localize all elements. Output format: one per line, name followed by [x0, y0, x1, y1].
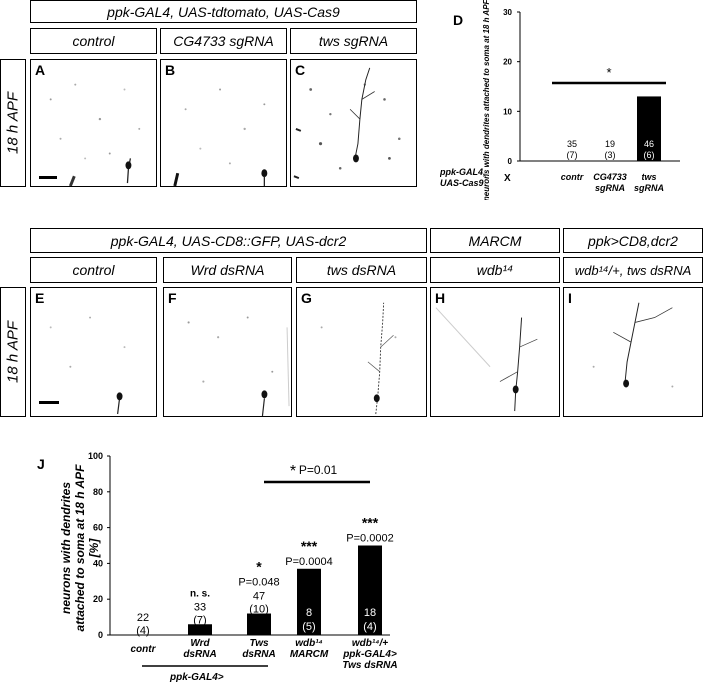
neuron-micrograph-I: [592, 302, 674, 388]
chart-J-n-neurons: 47: [253, 591, 265, 603]
chart-J-ytick-label: 60: [93, 523, 103, 533]
chart-J-n-animals: (7): [193, 614, 206, 626]
chart-D-significance-star: *: [606, 65, 611, 80]
chart-J-significance: *: [256, 559, 262, 575]
condition-label-wdb14: wdb¹⁴: [430, 257, 560, 283]
chart-D-bar: [637, 96, 661, 161]
chart-J-comparison-p: P=0.01: [299, 463, 338, 477]
chart-J-category-label: wdb¹⁴ MARCM: [290, 638, 329, 660]
panel-label-C: C: [295, 62, 306, 78]
neuron-micrograph-F: [187, 316, 290, 416]
panel-label-H: H: [435, 290, 446, 306]
chart-D-category-label: contr: [561, 172, 584, 182]
image-panel-C: C: [290, 59, 417, 187]
chart-J-ytick-label: 80: [93, 487, 103, 497]
panel-label-J: J: [37, 456, 45, 472]
chart-D-ytick-label: 30: [503, 8, 512, 17]
chart-J-n-animals: (4): [363, 621, 376, 633]
neuron-micrograph-H: [435, 307, 538, 412]
panel-label-E: E: [35, 290, 45, 306]
chart-J-ylabel: neurons with dendritesattached to soma a…: [59, 464, 101, 632]
chart-J-p-value: P=0.048: [238, 577, 279, 589]
chart-D-n-neurons: 19: [605, 139, 615, 149]
condition-label-control: control: [30, 28, 157, 54]
chart-J-bar: [297, 568, 321, 635]
chart-J-n-animals: (10): [249, 604, 269, 616]
chart-J-significance: ***: [301, 538, 318, 554]
chart-J-n-neurons: 18: [364, 607, 376, 619]
chart-J-bar: [358, 545, 382, 635]
chart-J-category-label: Wrd dsRNA: [183, 638, 216, 660]
chart-J-n-neurons: 33: [194, 601, 206, 613]
chart-J-category-label: wdb¹⁴/+ ppk-GAL4> Tws dsRNA: [342, 638, 397, 671]
chart-J-ytick-label: 0: [98, 630, 103, 640]
panel-label-F: F: [168, 290, 177, 306]
chart-D-n-animals: (6): [644, 150, 655, 160]
neuron-micrograph-G: [320, 302, 397, 415]
neuron-micrograph-B: [173, 88, 268, 186]
chart-D-cross: X: [504, 173, 511, 184]
chart-D-n-neurons: 35: [567, 139, 577, 149]
chart-J-bar: [188, 624, 212, 635]
chart-J-significance: n. s.: [190, 588, 210, 599]
chart-J-bar: [247, 613, 271, 635]
condition-label-tws-sgrna: tws sgRNA: [290, 28, 417, 54]
chart-D-n-neurons: 46: [644, 139, 654, 149]
chart-D-genotype-label: ppk-GAL4, UAS-Cas9: [440, 167, 486, 188]
panel-label-G: G: [301, 290, 312, 306]
chart-J-category-label: Tws dsRNA: [242, 638, 275, 660]
chart-J-n-animals: (5): [302, 621, 315, 633]
condition-label-wdb14-tws: wdb¹⁴/+, tws dsRNA: [563, 257, 703, 283]
top-genotype-header: ppk-GAL4, UAS-tdtomato, UAS-Cas9: [30, 0, 417, 23]
chart-J-category-label: contr: [131, 644, 157, 655]
image-panel-E: E: [30, 287, 157, 417]
chart-J-n-animals: (4): [136, 625, 149, 637]
chart-D-n-animals: (3): [605, 150, 616, 160]
image-panel-I: I: [563, 287, 703, 417]
chart-J-p-value: P=0.0004: [285, 556, 332, 568]
chart-D-ytick-label: 0: [508, 157, 513, 166]
condition-label-cg4733: CG4733 sgRNA: [160, 28, 287, 54]
scale-bar-middle: [39, 401, 59, 404]
chart-D-category-label: tws sgRNA: [634, 172, 664, 193]
middle-time-label: 18 h APF: [0, 287, 26, 417]
condition-label-wrd-dsrna: Wrd dsRNA: [163, 257, 292, 283]
top-time-label: 18 h APF: [0, 59, 26, 187]
chart-J-group-label: ppk-GAL4>: [169, 672, 224, 683]
chart-D-ytick-label: 10: [503, 107, 512, 116]
chart-J-n-neurons: 8: [306, 607, 312, 619]
image-panel-G: G: [296, 287, 427, 417]
image-panel-F: F: [163, 287, 292, 417]
panel-label-D: D: [453, 12, 464, 28]
image-panel-H: H: [430, 287, 560, 417]
chart-D-ylabel: neurons with dendrites attached to soma …: [482, 0, 491, 200]
chart-J-significance: ***: [362, 515, 379, 531]
condition-label-tws-dsrna: tws dsRNA: [296, 257, 427, 283]
neuron-micrograph-C: [293, 67, 401, 180]
panel-label-B: B: [165, 62, 176, 78]
panel-label-A: A: [35, 62, 46, 78]
chart-J-p-value: P=0.0002: [346, 533, 393, 545]
panel-label-I: I: [568, 290, 572, 306]
image-panel-B: B: [160, 59, 287, 187]
chart-J-n-neurons: 22: [137, 612, 149, 624]
neuron-micrograph-A: [49, 83, 141, 186]
middle-genotype-header: ppk-GAL4, UAS-CD8::GFP, UAS-dcr2: [30, 228, 427, 253]
scale-bar-top: [39, 176, 57, 179]
chart-D-ytick-label: 20: [503, 58, 512, 67]
chart-D-n-animals: (7): [567, 150, 578, 160]
image-panel-A: A: [30, 59, 157, 187]
chart-J-ytick-label: 100: [88, 451, 103, 461]
chart-J: neurons with dendritesattached to soma a…: [59, 451, 398, 683]
chart-J-comparison-star: *: [290, 463, 296, 480]
condition-label-control-E: control: [30, 257, 157, 283]
chart-J-ytick-label: 20: [93, 594, 103, 604]
chart-D: neurons with dendrites attached to soma …: [440, 0, 680, 200]
marcm-header: MARCM: [430, 228, 560, 253]
chart-D-category-label: CG4733 sgRNA: [593, 172, 627, 193]
ppk-cd8-header: ppk>CD8,dcr2: [563, 228, 703, 253]
neuron-micrograph-E: [49, 316, 126, 415]
chart-J-ytick-label: 40: [93, 558, 103, 568]
